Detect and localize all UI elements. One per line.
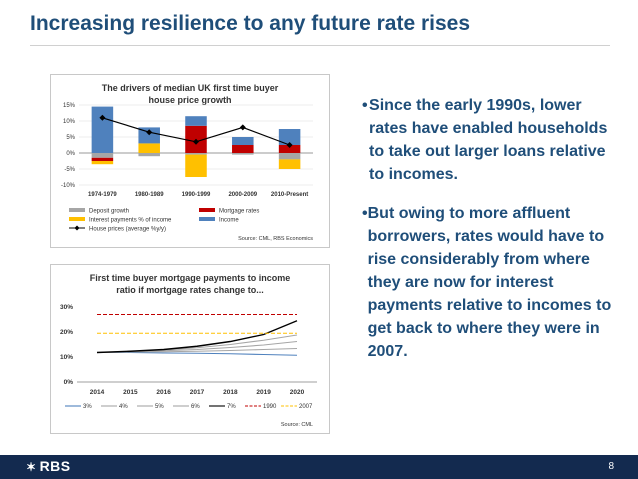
drivers-chart-title-line1: The drivers of median UK first time buye… [102,83,279,93]
y-tick-label: 10% [63,119,76,125]
y-tick-label: 5% [66,135,75,141]
rbs-logo-text: RBS [39,458,71,474]
payments-chart-title-line2: ratio if mortgage rates change to... [116,285,264,295]
x-tick-label: 2020 [290,389,305,396]
payments-chart-title-line1: First time buyer mortgage payments to in… [90,273,291,283]
payments-ratio-chart-svg: First time buyer mortgage payments to in… [60,273,317,428]
y-tick-label: 30% [60,304,73,311]
y-tick-label: 20% [60,329,73,336]
drivers-chart: The drivers of median UK first time buye… [50,74,330,248]
legend-swatch [69,208,85,212]
payments-ratio-chart: First time buyer mortgage payments to in… [50,264,330,434]
y-tick-label: 0% [64,379,74,386]
drivers-chart-title-line2: house price growth [148,95,231,105]
x-tick-label: 2015 [123,389,138,396]
bar-segment [185,153,207,155]
x-tick-label: 2014 [90,389,105,396]
title-divider [30,45,610,46]
bullet-dot: • [362,97,368,114]
legend-label: 7% [227,404,236,410]
bar-segment [91,161,114,165]
bar-segment [138,127,160,144]
legend-label: Income [219,218,239,224]
house-price-marker [239,124,246,131]
bar-segment [91,157,114,161]
bar-segment [91,153,114,158]
legend-label: 2007 [299,404,313,410]
rbs-logo-mark-icon: ✶ [26,460,37,474]
legend-swatch [199,208,215,212]
legend-swatch [69,217,85,221]
bullet-item: • But owing to more affluent borrowers, … [362,202,622,363]
legend-label: 4% [119,404,128,410]
footer-bar: ✶ RBS 8 [0,455,638,479]
bar-segment [278,145,301,153]
drivers-chart-source: Source: CML, RBS Economics [238,236,313,242]
bullet-item: • Since the early 1990s, lower rates hav… [362,94,622,186]
x-tick-label: 2019 [256,389,271,396]
bar-segment [278,153,301,160]
legend-label: Mortgage rates [219,209,259,215]
series-line [97,351,298,356]
bar-segment [232,137,254,145]
rbs-logo: ✶ RBS [26,458,71,474]
legend-label: 1990 [263,404,277,410]
legend-label: Deposit growth [89,209,129,215]
drivers-chart-svg: The drivers of median UK first time buye… [61,83,313,242]
y-tick-label: 0% [66,151,75,157]
y-tick-label: 15% [63,103,76,109]
legend-label: House prices (average %y/y) [89,227,166,233]
legend-label: 5% [155,404,164,410]
bar-segment [278,159,301,169]
bullet-text: But owing to more affluent borrowers, ra… [367,205,612,360]
house-price-marker [193,138,199,145]
x-tick-label: 2018 [223,389,238,396]
legend-label: Interest payments % of income [89,218,172,224]
bar-segment [232,145,254,153]
bullet-dot: • [362,205,368,222]
x-tick-label: 2000-2009 [228,192,257,198]
bar-segment [138,143,160,153]
series-line [96,320,298,354]
y-tick-label: -5% [64,167,75,173]
x-tick-label: 2016 [156,389,171,396]
x-tick-label: 1980-1989 [135,192,164,198]
legend-label: 6% [191,404,200,410]
y-tick-label: 10% [60,354,73,361]
house-price-marker [286,142,293,148]
y-tick-label: -10% [61,183,76,189]
bar-segment [185,154,207,177]
page-number: 8 [608,461,614,472]
house-price-marker [146,129,153,136]
bar-segment [232,153,254,155]
bullet-list: • Since the early 1990s, lower rates hav… [362,94,622,379]
x-tick-label: 1974-1979 [88,192,117,198]
slide-title: Increasing resilience to any future rate… [30,12,471,35]
bar-segment [138,153,160,157]
legend-label: 3% [83,404,92,410]
payments-chart-source: Source: CML [281,422,313,428]
bar-segment [278,129,301,145]
x-tick-label: 2010-Present [271,192,308,198]
bullet-text: Since the early 1990s, lower rates have … [369,97,608,183]
x-tick-label: 2017 [190,389,205,396]
bar-segment [91,106,114,153]
x-tick-label: 1990-1999 [182,192,211,198]
house-price-marker [99,114,106,121]
bar-segment [185,116,207,126]
legend-swatch [74,225,80,231]
legend-swatch [199,217,215,221]
